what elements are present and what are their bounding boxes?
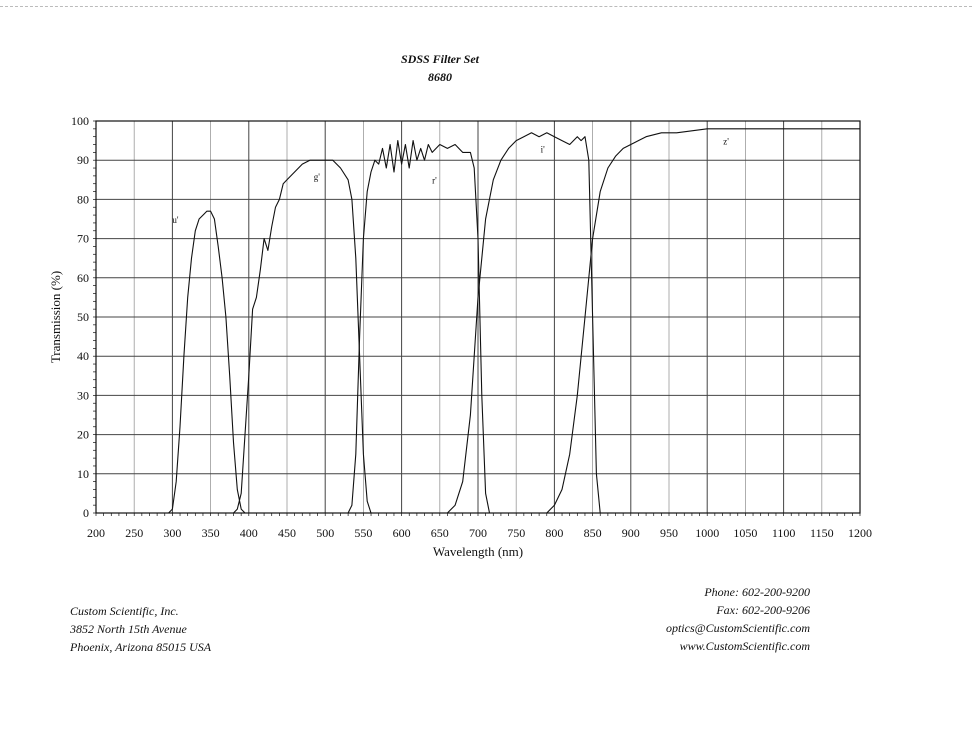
contact-email[interactable]: optics@CustomScientific.com [665, 621, 810, 635]
x-tick-label: 450 [278, 526, 296, 540]
x-tick-label: 200 [87, 526, 105, 540]
chart-subtitle: 8680 [428, 70, 452, 84]
x-tick-label: 750 [507, 526, 525, 540]
x-tick-label: 700 [469, 526, 487, 540]
x-tick-label: 1100 [772, 526, 796, 540]
y-tick-label: 80 [77, 192, 89, 206]
x-tick-label: 350 [202, 526, 220, 540]
series-line-u-prime [168, 210, 246, 514]
series-line-g-prime [233, 159, 372, 514]
x-tick-label: 1050 [733, 526, 757, 540]
x-tick-label: 650 [431, 526, 449, 540]
company-name: Custom Scientific, Inc. [70, 604, 179, 618]
contact-fax: Fax: 602-200-9206 [716, 603, 810, 617]
x-tick-label: 800 [545, 526, 563, 540]
series-line-r-prime [347, 140, 491, 514]
series-label: r' [432, 176, 437, 186]
y-tick-label: 10 [77, 467, 89, 481]
y-tick-label: 30 [77, 388, 89, 402]
contact-website[interactable]: www.CustomScientific.com [679, 639, 810, 653]
company-address: Custom Scientific, Inc. 3852 North 15th … [70, 602, 211, 656]
series-label: i' [541, 144, 546, 154]
y-tick-label: 70 [77, 232, 89, 246]
contact-block: Phone: 602-200-9200 Fax: 602-200-9206 op… [666, 583, 810, 655]
contact-phone: Phone: 602-200-9200 [704, 585, 810, 599]
x-tick-label: 500 [316, 526, 334, 540]
y-tick-label: 50 [77, 310, 89, 324]
y-axis-label: Transmission (%) [48, 271, 63, 363]
x-tick-label: 850 [584, 526, 602, 540]
y-tick-label: 20 [77, 428, 89, 442]
x-tick-label: 900 [622, 526, 640, 540]
y-tick-label: 60 [77, 271, 89, 285]
x-tick-label: 1150 [810, 526, 834, 540]
y-tick-label: 40 [77, 349, 89, 363]
x-tick-label: 400 [240, 526, 258, 540]
company-street: 3852 North 15th Avenue [70, 622, 187, 636]
series-label: z' [723, 137, 729, 147]
x-tick-label: 250 [125, 526, 143, 540]
series-line-z-prime [546, 128, 860, 514]
x-tick-label: 950 [660, 526, 678, 540]
x-tick-label: 1000 [695, 526, 719, 540]
page-top-rule [0, 6, 972, 7]
x-tick-label: 550 [354, 526, 372, 540]
x-tick-label: 1200 [848, 526, 872, 540]
x-tick-label: 600 [393, 526, 411, 540]
y-tick-label: 0 [83, 506, 89, 520]
series-line-i-prime [447, 132, 601, 514]
x-axis-label: Wavelength (nm) [433, 544, 523, 559]
x-tick-label: 300 [163, 526, 181, 540]
chart-title: SDSS Filter Set [400, 52, 480, 66]
company-city: Phoenix, Arizona 85015 USA [70, 640, 212, 654]
series-label: u' [172, 215, 179, 225]
y-tick-label: 100 [71, 114, 89, 128]
y-tick-label: 90 [77, 153, 89, 167]
series-label: g' [314, 172, 321, 182]
